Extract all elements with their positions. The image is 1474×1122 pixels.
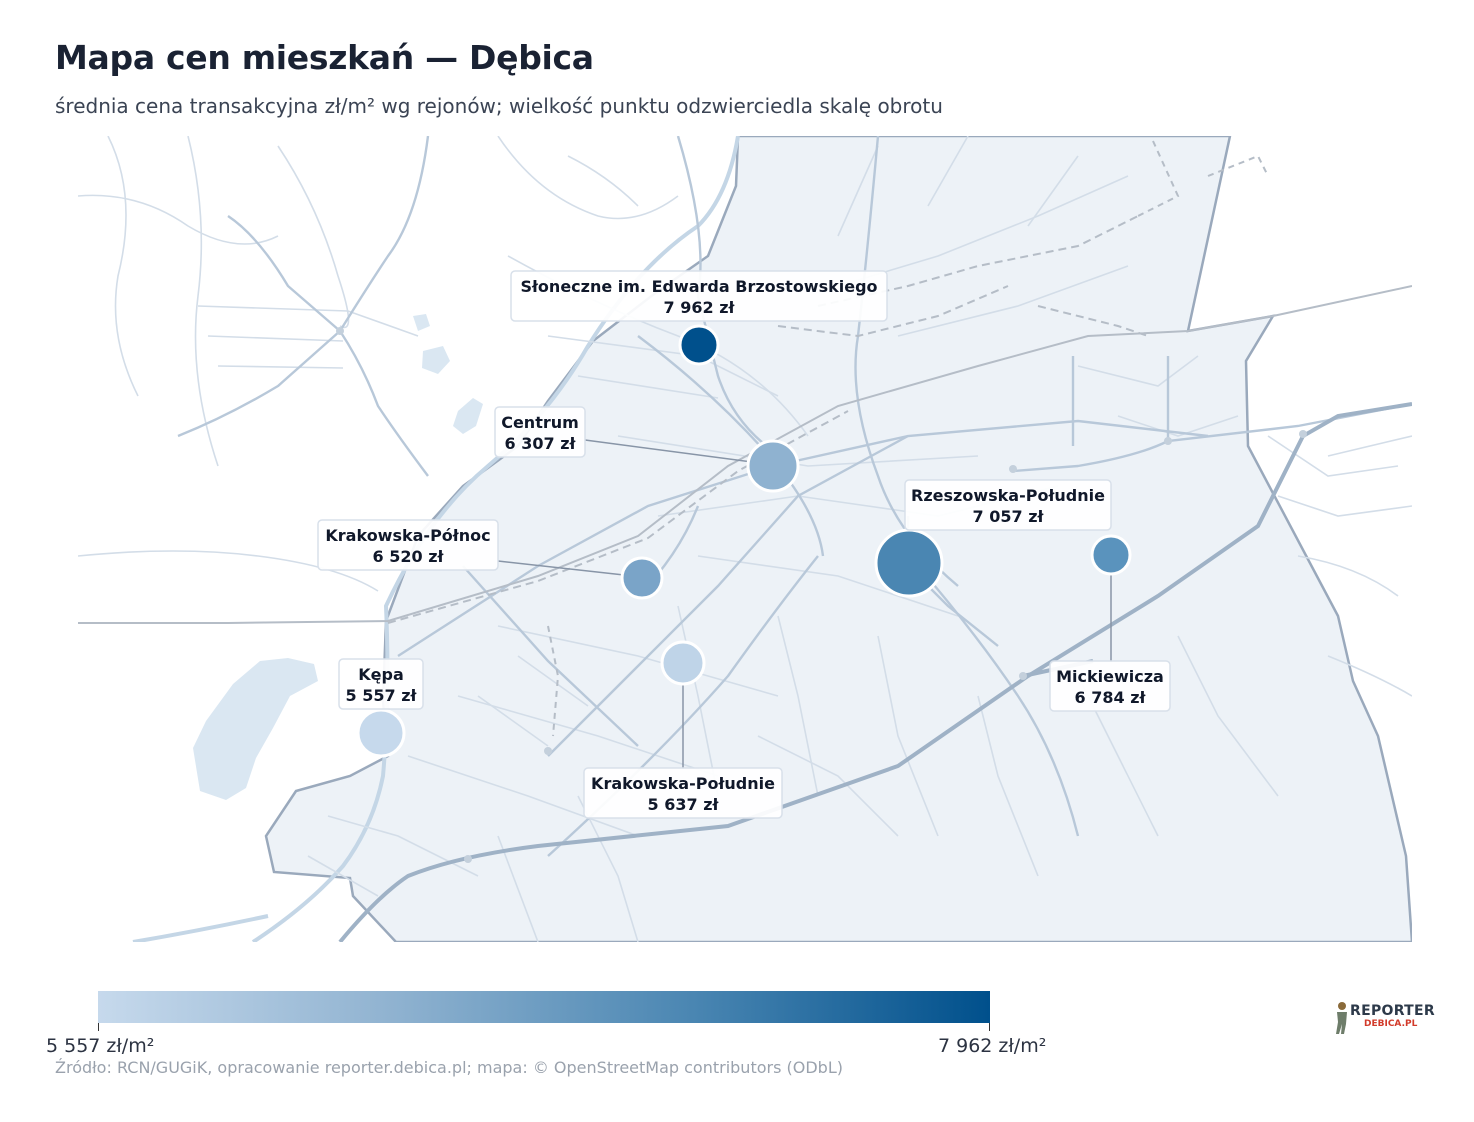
river-channel [132,914,269,942]
logo-text-bottom: DEBICA.PL [1364,1019,1418,1029]
page-title: Mapa cen mieszkań — Dębica [55,38,594,77]
colorbar-max-label: 7 962 zł/m² [938,1035,1047,1057]
colorbar-tick-max [989,1023,990,1031]
page-subtitle: średnia cena transakcyjna zł/m² wg rejon… [55,94,943,118]
railway-main [78,285,1412,624]
reporter-figure-icon [1336,1002,1347,1034]
water-left-lake [193,658,318,800]
price-colorbar [98,991,990,1023]
colorbar-min-label: 5 557 zł/m² [46,1035,155,1057]
water-pond-b [422,346,450,374]
map-canvas[interactable] [78,136,1412,942]
logo-text-top: REPORTER [1350,1003,1435,1019]
source-note: Źródło: RCN/GUGiK, opracowanie reporter.… [55,1058,843,1077]
water-lake-north [453,398,483,434]
colorbar-tick-min [98,1023,99,1031]
reporter-logo: REPORTER DEBICA.PL [1334,1000,1435,1036]
water-pond-a [413,314,430,331]
highway-south [338,402,1412,942]
